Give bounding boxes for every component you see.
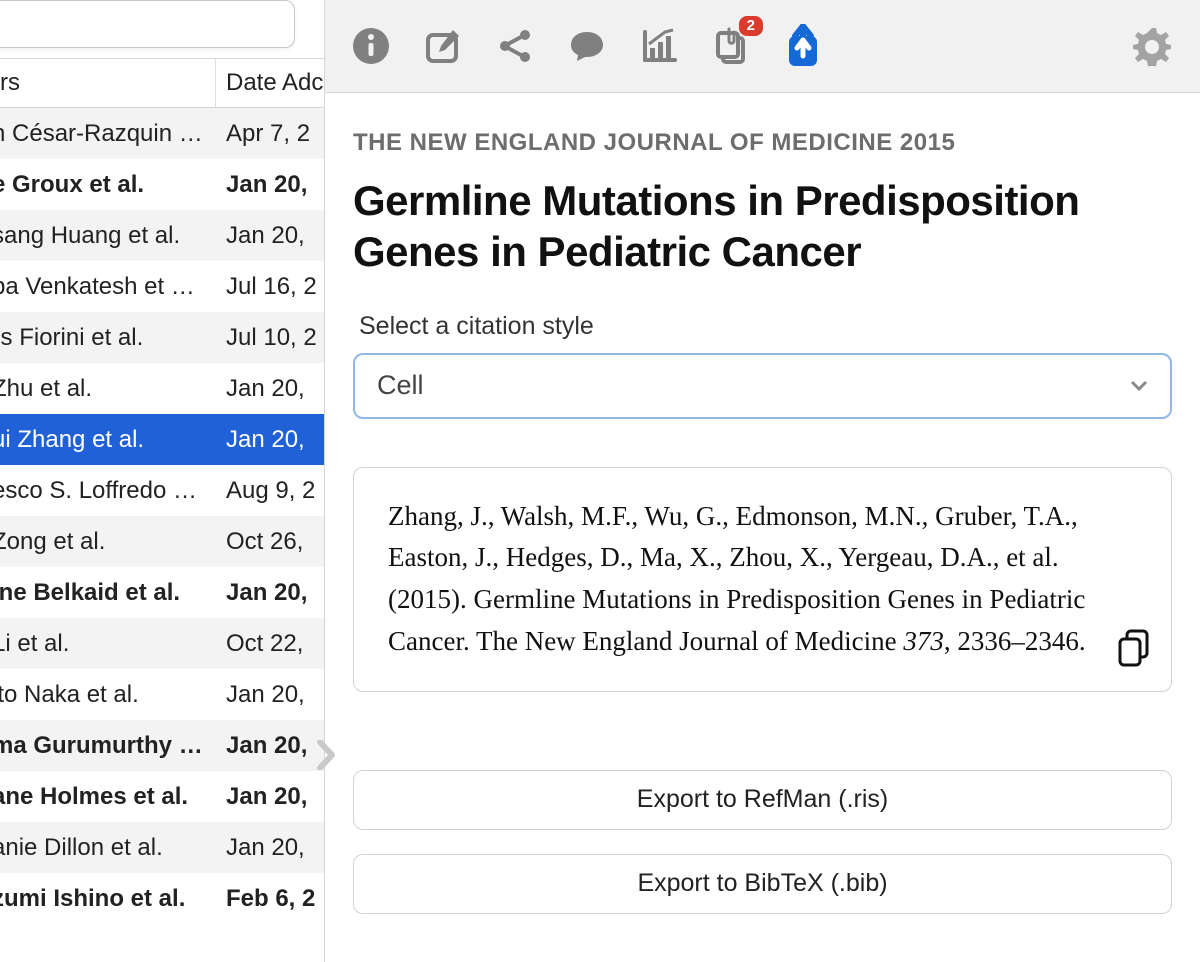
row-date: Apr 7, 2 xyxy=(216,120,324,148)
table-row[interactable]: n César-Razquin …Apr 7, 2 xyxy=(0,108,324,159)
row-authors: ito Naka et al. xyxy=(0,681,216,709)
column-headers: rs Date Adc xyxy=(0,58,324,108)
row-authors: Li et al. xyxy=(0,630,216,658)
copy-citation-button[interactable] xyxy=(1117,629,1153,669)
row-authors: e Groux et al. xyxy=(0,171,216,199)
row-date: Oct 22, xyxy=(216,630,324,658)
citation-box: Zhang, J., Walsh, M.F., Wu, G., Edmonson… xyxy=(353,467,1172,692)
export-icon[interactable] xyxy=(781,24,825,68)
attachments-icon[interactable]: 2 xyxy=(709,24,753,68)
detail-content: THE NEW ENGLAND JOURNAL OF MEDICINE 2015… xyxy=(325,93,1200,962)
table-row[interactable]: ɪs Fiorini et al.Jul 10, 2 xyxy=(0,312,324,363)
row-date: Feb 6, 2 xyxy=(216,885,324,913)
row-date: Jan 20, xyxy=(216,732,324,760)
export-bib-button[interactable]: Export to BibTeX (.bib) xyxy=(353,854,1172,914)
chevron-down-icon xyxy=(1130,380,1148,392)
attachments-badge: 2 xyxy=(739,16,763,36)
column-header-authors[interactable]: rs xyxy=(0,59,216,107)
info-icon[interactable] xyxy=(349,24,393,68)
row-authors: Zong et al. xyxy=(0,528,216,556)
row-authors: sang Huang et al. xyxy=(0,222,216,250)
style-label: Select a citation style xyxy=(353,312,1172,341)
export-ris-button[interactable]: Export to RefMan (.ris) xyxy=(353,770,1172,830)
export-ris-label: Export to RefMan (.ris) xyxy=(637,785,888,814)
row-authors: ane Holmes et al. xyxy=(0,783,216,811)
table-row[interactable]: ui Zhang et al.Jan 20, xyxy=(0,414,324,465)
app-root: rs Date Adc n César-Razquin …Apr 7, 2e G… xyxy=(0,0,1200,962)
rows-container: n César-Razquin …Apr 7, 2e Groux et al.J… xyxy=(0,108,324,962)
paper-title: Germline Mutations in Predisposition Gen… xyxy=(353,175,1172,277)
row-date: Jul 10, 2 xyxy=(216,324,324,352)
comment-icon[interactable] xyxy=(565,24,609,68)
table-row[interactable]: esco S. Loffredo …Aug 9, 2 xyxy=(0,465,324,516)
row-authors: pa Venkatesh et … xyxy=(0,273,216,301)
row-authors: n César-Razquin … xyxy=(0,120,216,148)
citation-volume: 373 xyxy=(903,626,944,656)
row-authors: ma Gurumurthy … xyxy=(0,732,216,760)
expand-handle-icon[interactable] xyxy=(316,740,338,770)
table-row[interactable]: ma Gurumurthy …Jan 20, xyxy=(0,720,324,771)
row-date: Oct 26, xyxy=(216,528,324,556)
row-date: Jan 20, xyxy=(216,681,324,709)
row-authors: ui Zhang et al. xyxy=(0,426,216,454)
row-authors: zumi Ishino et al. xyxy=(0,885,216,913)
row-authors: ine Belkaid et al. xyxy=(0,579,216,607)
search-wrap xyxy=(0,0,324,58)
table-row[interactable]: Zong et al.Oct 26, xyxy=(0,516,324,567)
row-authors: esco S. Loffredo … xyxy=(0,477,216,505)
search-input[interactable] xyxy=(0,0,295,48)
table-row[interactable]: Zhu et al.Jan 20, xyxy=(0,363,324,414)
row-date: Jan 20, xyxy=(216,426,324,454)
edit-icon[interactable] xyxy=(421,24,465,68)
table-row[interactable]: e Groux et al.Jan 20, xyxy=(0,159,324,210)
row-date: Jan 20, xyxy=(216,834,324,862)
library-list-pane: rs Date Adc n César-Razquin …Apr 7, 2e G… xyxy=(0,0,325,962)
table-row[interactable]: pa Venkatesh et …Jul 16, 2 xyxy=(0,261,324,312)
table-row[interactable]: Li et al.Oct 22, xyxy=(0,618,324,669)
table-row[interactable]: anie Dillon et al.Jan 20, xyxy=(0,822,324,873)
gear-icon[interactable] xyxy=(1130,24,1174,68)
row-date: Jan 20, xyxy=(216,171,324,199)
metrics-icon[interactable] xyxy=(637,24,681,68)
detail-toolbar: 2 xyxy=(325,0,1200,93)
share-icon[interactable] xyxy=(493,24,537,68)
row-authors: anie Dillon et al. xyxy=(0,834,216,862)
row-authors: ɪs Fiorini et al. xyxy=(0,324,216,352)
citation-text-post: , 2336–2346. xyxy=(944,626,1086,656)
table-row[interactable]: ane Holmes et al.Jan 20, xyxy=(0,771,324,822)
row-date: Jul 16, 2 xyxy=(216,273,324,301)
column-header-date[interactable]: Date Adc xyxy=(216,69,324,97)
row-authors: Zhu et al. xyxy=(0,375,216,403)
citation-style-value: Cell xyxy=(377,370,424,401)
detail-pane: 2 THE NEW ENGLAND JOURNAL OF MEDICINE 20… xyxy=(325,0,1200,962)
row-date: Jan 20, xyxy=(216,375,324,403)
table-row[interactable]: sang Huang et al.Jan 20, xyxy=(0,210,324,261)
row-date: Jan 20, xyxy=(216,222,324,250)
row-date: Jan 20, xyxy=(216,579,324,607)
table-row[interactable]: ito Naka et al.Jan 20, xyxy=(0,669,324,720)
table-row[interactable]: ine Belkaid et al.Jan 20, xyxy=(0,567,324,618)
journal-line: THE NEW ENGLAND JOURNAL OF MEDICINE 2015 xyxy=(353,129,1172,157)
citation-style-select[interactable]: Cell xyxy=(353,353,1172,419)
table-row[interactable]: zumi Ishino et al.Feb 6, 2 xyxy=(0,873,324,924)
row-date: Jan 20, xyxy=(216,783,324,811)
export-bib-label: Export to BibTeX (.bib) xyxy=(637,869,887,898)
row-date: Aug 9, 2 xyxy=(216,477,324,505)
